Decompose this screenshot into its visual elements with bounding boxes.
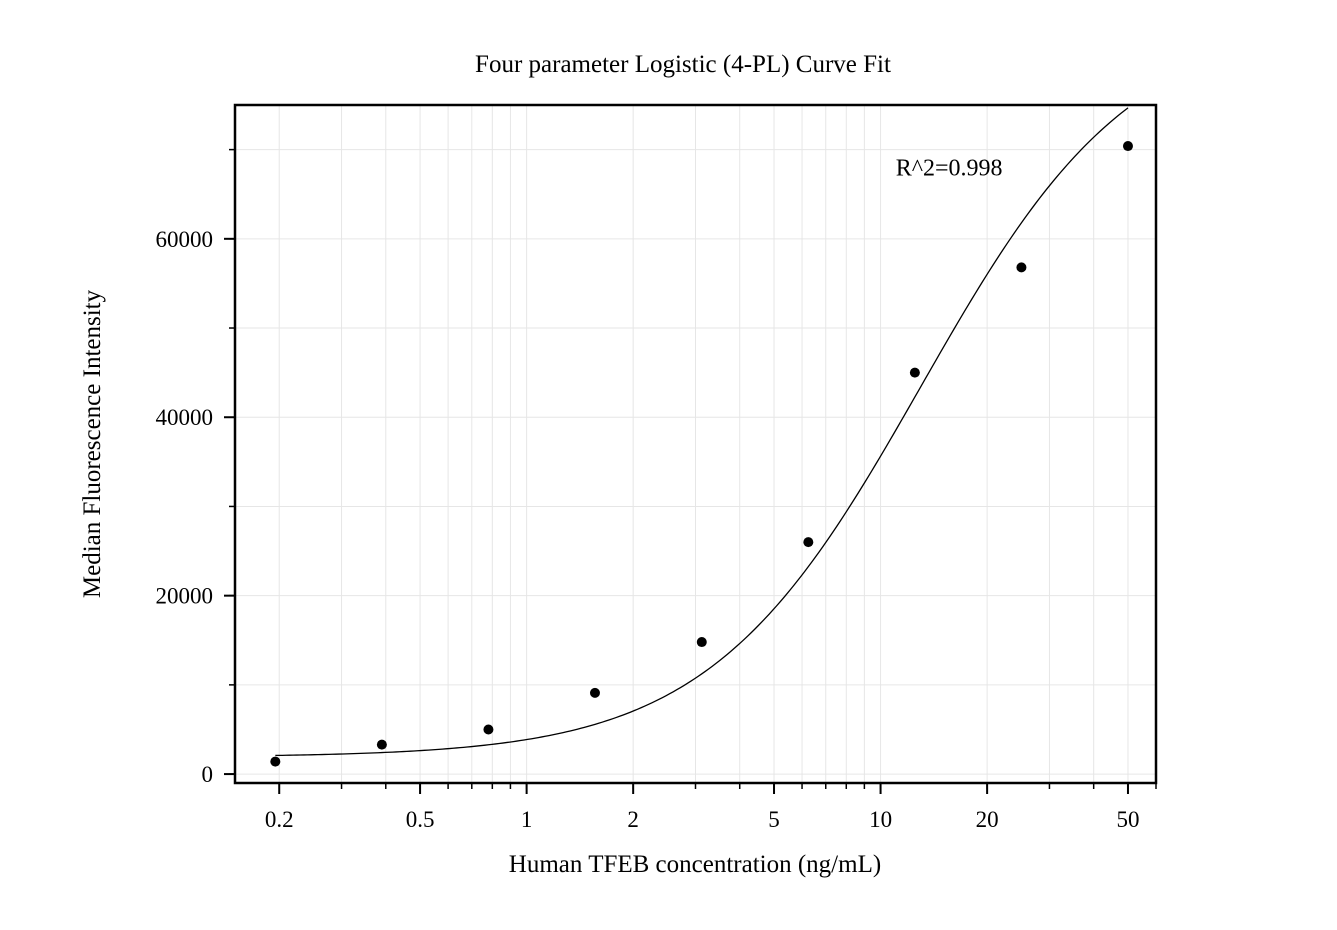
grid bbox=[235, 105, 1157, 783]
data-point bbox=[803, 537, 814, 548]
x-tick-label: 0.5 bbox=[406, 807, 435, 832]
y-tick-label: 40000 bbox=[156, 405, 214, 430]
y-tick-label: 60000 bbox=[156, 227, 214, 252]
x-tick-label: 2 bbox=[627, 807, 639, 832]
data-point bbox=[1016, 262, 1027, 273]
x-tick-label: 0.2 bbox=[265, 807, 294, 832]
data-point bbox=[483, 724, 494, 735]
data-point bbox=[909, 367, 920, 378]
x-tick-label: 20 bbox=[976, 807, 999, 832]
chart-title: Four parameter Logistic (4-PL) Curve Fit bbox=[475, 51, 891, 78]
x-tick-label: 50 bbox=[1116, 807, 1139, 832]
y-tick-label: 20000 bbox=[156, 584, 214, 609]
data-point bbox=[270, 756, 281, 767]
data-point bbox=[376, 739, 387, 750]
r-squared-annotation: R^2=0.998 bbox=[896, 155, 1003, 181]
data-points bbox=[270, 141, 1133, 767]
y-tick-label: 0 bbox=[202, 762, 214, 787]
y-axis-label: Median Fluorescence Intensity bbox=[79, 289, 106, 598]
x-tick-label: 1 bbox=[521, 807, 533, 832]
data-point bbox=[696, 637, 707, 648]
x-tick-label: 5 bbox=[768, 807, 780, 832]
x-axis: 0.2 0.5 1 2 5 10 20 50 bbox=[265, 783, 1157, 832]
fit-curve-layer bbox=[275, 107, 1129, 757]
x-tick-label: 10 bbox=[869, 807, 892, 832]
fit-curve bbox=[275, 107, 1129, 757]
y-axis: 0 20000 40000 60000 bbox=[156, 148, 235, 787]
data-point bbox=[589, 687, 600, 698]
x-axis-label: Human TFEB concentration (ng/mL) bbox=[509, 851, 881, 878]
data-point bbox=[1122, 141, 1133, 152]
